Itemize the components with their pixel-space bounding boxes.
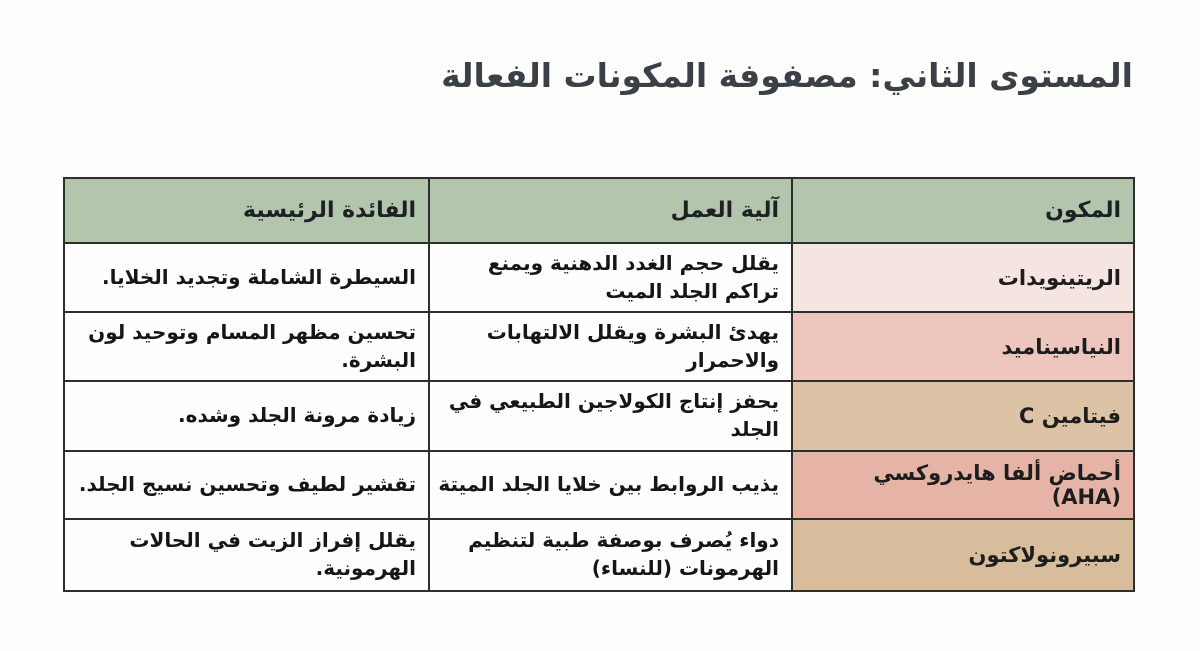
page-title: المستوى الثاني: مصفوفة المكونات الفعالة <box>441 56 1133 95</box>
table-row-retinoids: الريتينويدات يقلل حجم الغدد الدهنية ويمن… <box>63 241 1135 314</box>
table-header-row: المكون آلية العمل الفائدة الرئيسية <box>63 177 1135 244</box>
mechanism-cell: يحفز إنتاج الكولاجين الطبيعي في الجلد <box>428 380 793 452</box>
benefit-cell: السيطرة الشاملة وتجديد الخلايا. <box>63 241 430 314</box>
mechanism-cell: يقلل حجم الغدد الدهنية ويمنع تراكم الجلد… <box>428 241 793 314</box>
table-row-aha: أحماض ألفا هايدروكسي (AHA) يذيب الروابط … <box>63 449 1135 520</box>
mechanism-cell: يهدئ البشرة ويقلل الالتهابات والاحمرار <box>428 311 793 383</box>
benefit-cell: زيادة مرونة الجلد وشده. <box>63 380 430 452</box>
table-row-spironolactone: سبيرونولاكتون دواء يُصرف بوصفة طبية لتنظ… <box>63 517 1135 592</box>
column-header-benefit: الفائدة الرئيسية <box>63 177 430 244</box>
column-header-ingredient: المكون <box>791 177 1135 244</box>
ingredient-name: سبيرونولاكتون <box>791 517 1135 592</box>
benefit-cell: تقشير لطيف وتحسين نسيج الجلد. <box>63 449 430 520</box>
benefit-cell: تحسين مظهر المسام وتوحيد لون البشرة. <box>63 311 430 383</box>
ingredient-name: فيتامين C <box>791 380 1135 452</box>
column-header-mechanism: آلية العمل <box>428 177 793 244</box>
ingredient-name: الريتينويدات <box>791 241 1135 314</box>
mechanism-cell: يذيب الروابط بين خلايا الجلد الميتة <box>428 449 793 520</box>
mechanism-cell: دواء يُصرف بوصفة طبية لتنظيم الهرمونات (… <box>428 517 793 592</box>
benefit-cell: يقلل إفراز الزيت في الحالات الهرمونية. <box>63 517 430 592</box>
ingredient-name: النياسيناميد <box>791 311 1135 383</box>
ingredients-matrix-table: المكون آلية العمل الفائدة الرئيسية الريت… <box>63 177 1135 592</box>
table-row-niacinamide: النياسيناميد يهدئ البشرة ويقلل الالتهابا… <box>63 311 1135 383</box>
ingredient-name: أحماض ألفا هايدروكسي (AHA) <box>791 449 1135 520</box>
table-row-vitamin-c: فيتامين C يحفز إنتاج الكولاجين الطبيعي ف… <box>63 380 1135 452</box>
